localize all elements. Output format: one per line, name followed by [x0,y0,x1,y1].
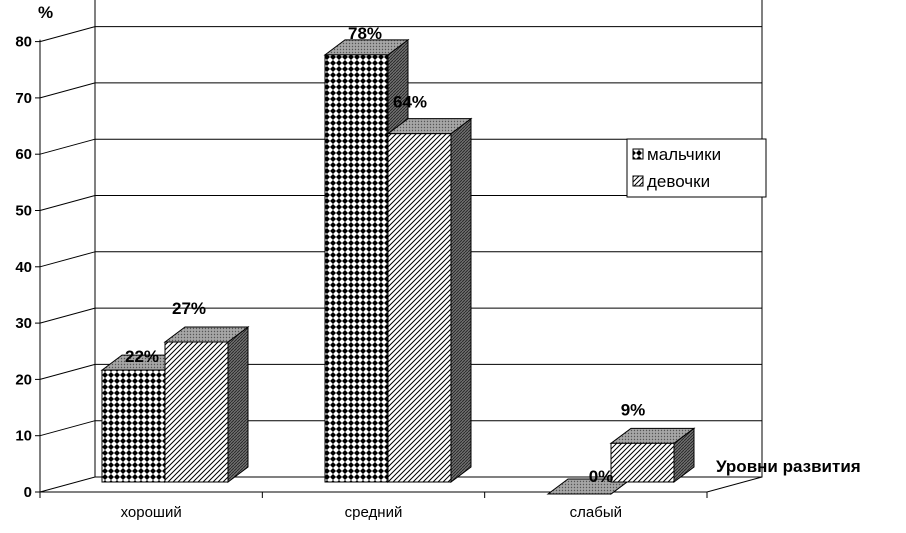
x-axis-title: Уровни развития [716,457,861,476]
y-tick-label: 60 [15,146,32,163]
grid-line-side [39,26,96,43]
data-label-boys-1: 78% [348,24,382,43]
legend: мальчики девочки [626,138,767,198]
bar-boys-0 [101,369,166,483]
grid-line-side [39,363,96,380]
bar-girls-0-side [227,325,249,483]
x-category-label: средний [345,504,403,521]
y-tick-label: 10 [15,428,32,445]
data-label-boys-0: 22% [125,347,159,366]
y-tick-label: 80 [15,34,32,51]
x-category-label: хороший [121,504,182,521]
bar-girls-2 [610,442,675,483]
y-tick-label: 40 [15,259,32,276]
labels-group: 22% 27% 78% 64% 0% 9% [125,24,645,486]
legend-swatch-girls [632,175,644,187]
data-label-girls-0: 27% [172,299,206,318]
legend-swatch-boys [632,148,644,160]
grid-line-side [39,307,96,324]
grid-line-side [39,420,96,437]
legend-label-boys: мальчики [647,145,721,164]
data-label-girls-1: 64% [393,93,427,112]
y-tick-label: 20 [15,371,32,388]
grid-line-side [39,195,96,211]
bar-girls-1-side [450,117,472,483]
grid-line-side [39,82,96,99]
legend-label-girls: девочки [647,172,710,191]
x-category-label: слабый [570,504,622,521]
bar-girls-0 [164,341,229,483]
legend-box [626,138,767,198]
y-tick-label: 70 [15,90,32,107]
y-tick-label: 30 [15,315,32,332]
y-tick-label: 50 [15,203,32,220]
bars-group [100,38,696,495]
bar-girls-1 [387,133,452,483]
y-axis-title: % [38,3,53,22]
grid-line-side [39,251,96,268]
data-label-girls-2: 9% [621,400,646,419]
y-tick-label: 0 [24,484,32,501]
grid-line-side [39,138,96,155]
bar-boys-1 [324,54,389,483]
data-label-boys-2: 0% [589,467,614,486]
